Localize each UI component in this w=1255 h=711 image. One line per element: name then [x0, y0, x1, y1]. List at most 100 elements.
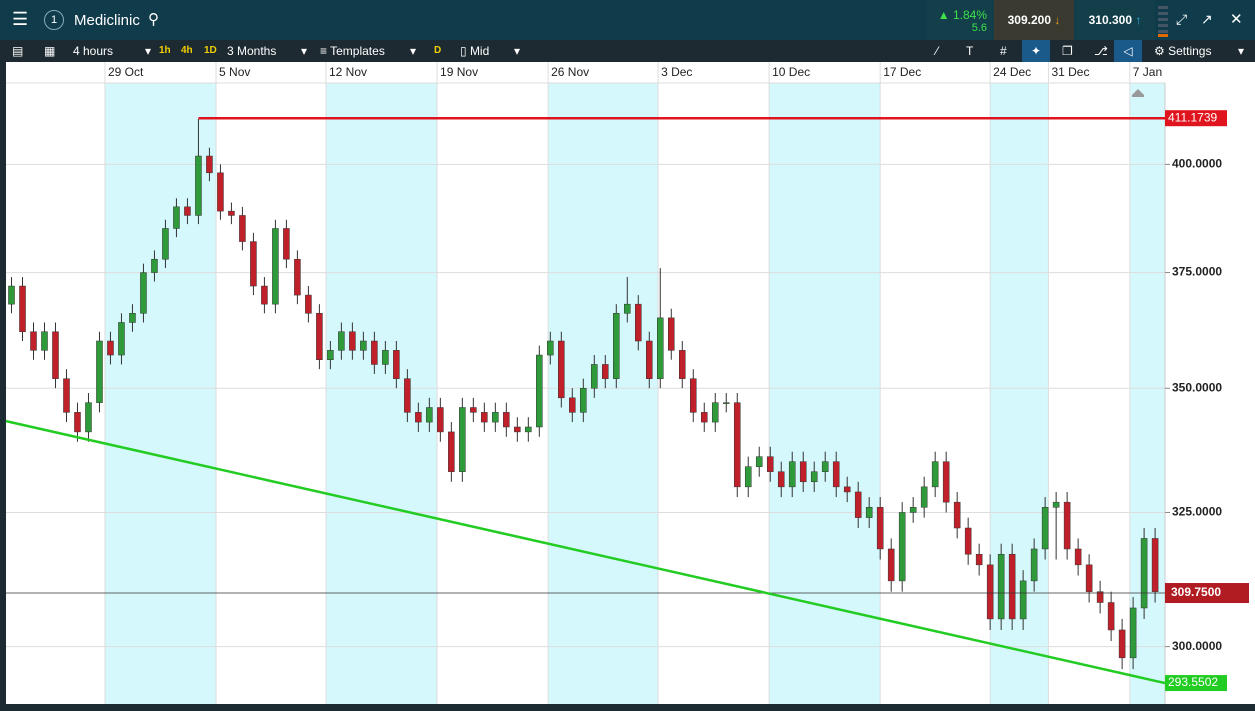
y-tick-label: 400.0000: [1172, 157, 1222, 171]
candle-body: [382, 350, 389, 365]
candle-body: [1140, 538, 1148, 609]
price-select[interactable]: ▯ Mid ▾: [460, 44, 520, 58]
candle-body: [327, 350, 334, 360]
candle-body: [74, 412, 81, 433]
y-tick-label: 325.0000: [1172, 505, 1222, 519]
close-icon[interactable]: ✕: [1230, 11, 1243, 28]
caret: ▾: [300, 44, 307, 58]
candle-body: [942, 461, 950, 503]
candle-body: [360, 340, 367, 351]
candle-body: [832, 461, 840, 488]
candle-body: [272, 228, 279, 305]
candle-body: [909, 507, 917, 513]
candle-body: [591, 364, 598, 389]
candle-body: [997, 553, 1005, 620]
popout-icon[interactable]: ↗: [1201, 11, 1213, 27]
candle-body: [437, 407, 444, 433]
x-tick-label: 29 Oct: [108, 65, 144, 79]
draw-icon[interactable]: ⁄: [936, 44, 939, 58]
candle-body: [206, 155, 213, 174]
candle-body: [41, 331, 48, 351]
candle-body: [514, 426, 521, 433]
candle-body: [107, 340, 114, 356]
d-button[interactable]: D: [434, 45, 442, 56]
candle-body: [525, 426, 532, 433]
candle-body: [1074, 548, 1082, 566]
info-icon[interactable]: 1: [44, 10, 64, 30]
candle-body: [646, 340, 653, 379]
range: 3 Months: [227, 44, 277, 58]
change-pct: ▲ 1.84%: [937, 8, 987, 22]
sell-button[interactable]: 309.200 ↓: [994, 0, 1074, 40]
candle-body: [151, 258, 158, 273]
quick-1h[interactable]: 1h: [159, 45, 171, 56]
candle-body: [536, 354, 543, 428]
candle-body: [217, 172, 224, 212]
settings-button[interactable]: ⚙ Settings ▾: [1154, 44, 1244, 58]
templates: Templates: [330, 44, 385, 58]
candle-body: [744, 466, 752, 488]
candle-body: [8, 285, 15, 305]
candle-body: [85, 402, 92, 433]
candle-body: [624, 303, 631, 314]
marker-icon: [1132, 89, 1144, 97]
y-tick-label: 300.0000: [1172, 639, 1222, 653]
candle-body: [426, 407, 433, 423]
x-tick-label: 12 Nov: [329, 65, 367, 79]
expand-icon[interactable]: ⤢: [1176, 11, 1188, 27]
candle-body: [30, 331, 37, 351]
search-icon[interactable]: ⚲: [148, 11, 159, 28]
chart: 29 Oct 5 Nov 12 Nov 19 Nov 26 Nov 3 Dec 10 Dec…: [5, 62, 1255, 704]
quick-4h[interactable]: 4h: [181, 45, 193, 56]
range-select[interactable]: 3 Months ▾: [227, 42, 307, 60]
layout-icon[interactable]: ▦: [44, 44, 56, 58]
buy-arrow: ↑: [1135, 13, 1142, 27]
candle-body: [118, 322, 125, 356]
candle-body: [854, 491, 862, 518]
candle-body: [349, 331, 356, 351]
list-icon[interactable]: ▤: [12, 44, 24, 58]
candle-body: [481, 412, 488, 423]
instrument[interactable]: Mediclinic: [74, 12, 140, 29]
grid-icon[interactable]: #: [1000, 44, 1007, 58]
candle-body: [799, 461, 807, 483]
x-tick-label: 5 Nov: [219, 65, 250, 79]
text-icon[interactable]: T: [966, 44, 974, 58]
candle-body: [19, 285, 26, 332]
candle-body: [503, 412, 510, 428]
candle-body: [843, 486, 851, 493]
interval-select[interactable]: 4 hours ▾: [73, 42, 151, 60]
candle-body: [1129, 607, 1137, 659]
candle-body: [1019, 580, 1027, 620]
change: 5.6: [971, 22, 987, 34]
candle-body: [283, 228, 290, 260]
buy-button[interactable]: 310.300 ↑: [1075, 0, 1155, 40]
candle-body: [865, 507, 873, 518]
copy-icon[interactable]: ❐: [1062, 44, 1073, 58]
candle-body: [964, 527, 972, 555]
candle-body: [986, 564, 994, 620]
caret: ▾: [513, 44, 520, 58]
crosshair-icon[interactable]: ✦: [1022, 40, 1050, 62]
x-tick-label: 19 Nov: [440, 65, 478, 79]
x-tick-label: 24 Dec: [993, 65, 1031, 79]
price-type: Mid: [469, 44, 490, 58]
candle-body: [547, 340, 554, 356]
quick-1d[interactable]: 1D: [204, 45, 217, 56]
trend-tag: [1165, 675, 1227, 692]
candle-body: [953, 501, 961, 529]
templates-select[interactable]: ≡ Templates ▾: [320, 44, 416, 58]
candle-body: [184, 206, 191, 216]
caret: ▾: [409, 44, 416, 58]
y-tick-label: 375.0000: [1172, 265, 1222, 279]
candle-body: [1063, 501, 1071, 550]
resistance-label: 411.1739: [1168, 110, 1217, 124]
indicator-icon[interactable]: ⎇: [1094, 44, 1108, 58]
candle-body: [657, 317, 664, 379]
tag-icon[interactable]: ◁: [1114, 40, 1142, 62]
candle-body: [1151, 538, 1159, 592]
candle-body: [261, 285, 268, 305]
candle-body: [448, 431, 455, 472]
menu-icon[interactable]: ☰: [12, 9, 29, 29]
